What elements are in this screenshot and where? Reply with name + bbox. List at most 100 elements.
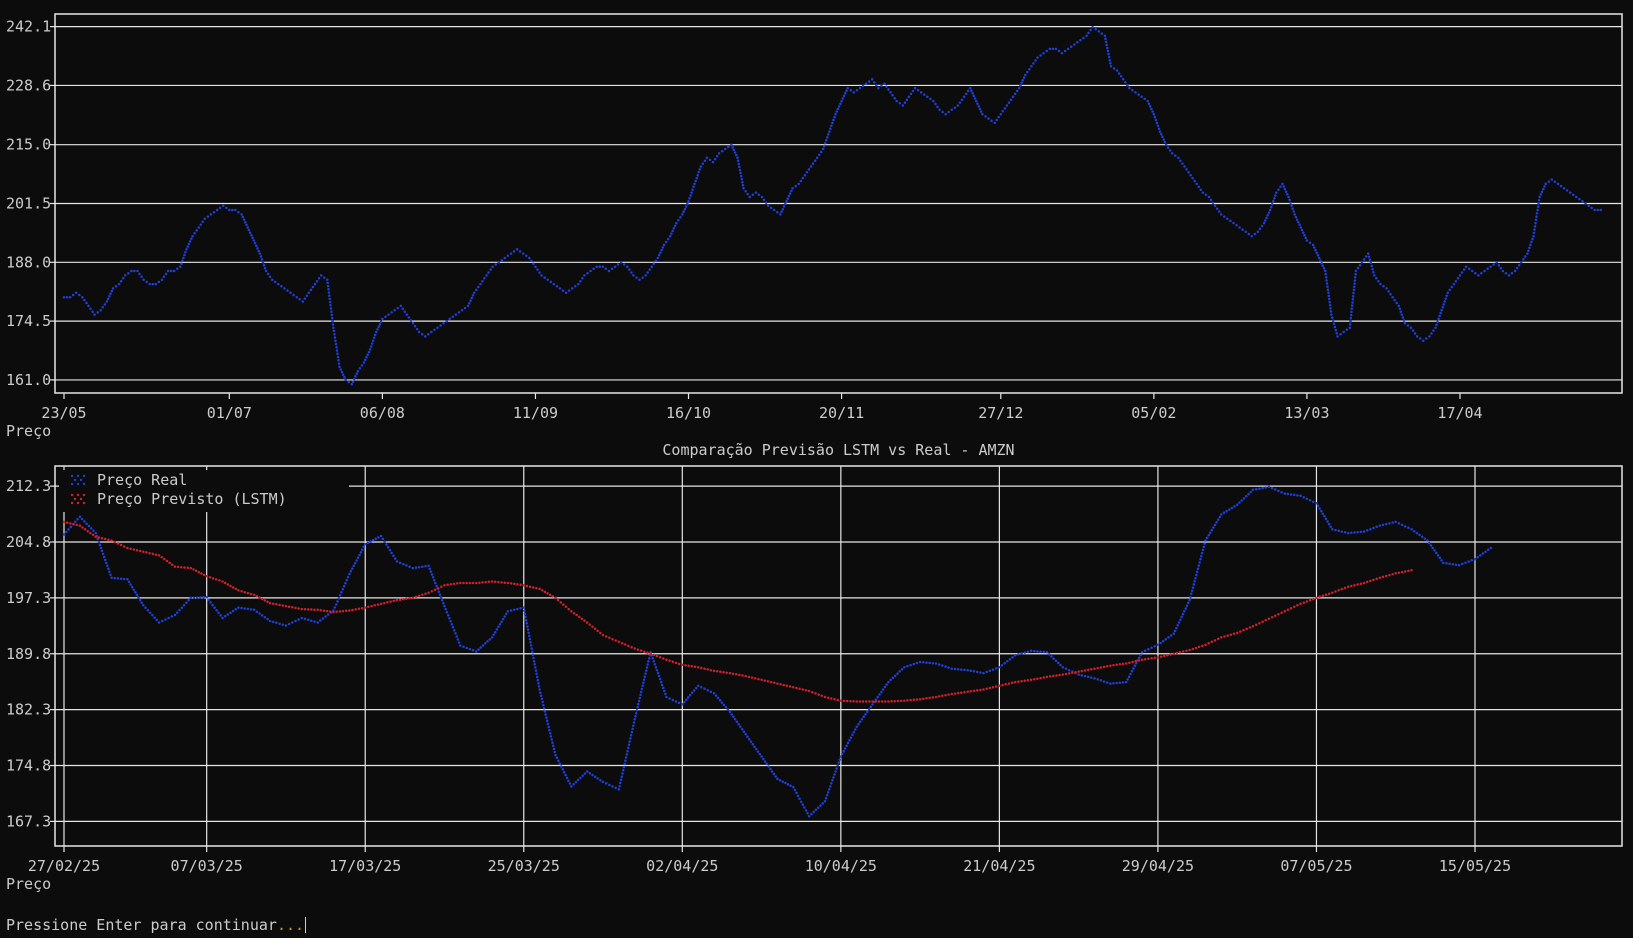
data-point: [796, 794, 800, 798]
data-point: [183, 253, 186, 257]
data-point: [1251, 488, 1255, 492]
data-point: [1373, 274, 1376, 277]
data-point: [454, 632, 457, 635]
x-tick-label: 17/04: [1437, 404, 1482, 422]
data-point: [1026, 650, 1030, 653]
data-point: [1529, 243, 1532, 247]
data-point: [272, 602, 275, 605]
data-point: [74, 520, 77, 524]
data-point: [1399, 310, 1403, 313]
data-point: [366, 353, 369, 356]
data-point: [713, 157, 717, 161]
data-point: [813, 159, 817, 162]
data-point: [757, 193, 761, 197]
data-point: [1164, 637, 1168, 641]
data-point: [297, 607, 300, 610]
data-point: [449, 583, 453, 586]
data-point: [1069, 45, 1073, 48]
data-point: [1052, 674, 1055, 678]
data-point: [747, 675, 751, 679]
data-point: [344, 581, 347, 585]
data-point: [1420, 535, 1424, 539]
data-point: [836, 764, 839, 767]
data-point: [1011, 95, 1015, 99]
data-point: [703, 687, 706, 691]
data-point: [475, 288, 478, 292]
data-point: [1112, 663, 1115, 667]
data-point: [1207, 642, 1210, 645]
data-point: [1143, 97, 1146, 101]
data-point: [351, 380, 355, 383]
data-point: [733, 151, 737, 154]
data-point: [1187, 171, 1190, 174]
data-point: [478, 581, 481, 584]
data-point: [953, 667, 957, 671]
data-point: [1126, 83, 1129, 87]
data-point: [534, 666, 537, 669]
data-point: [393, 308, 396, 312]
data-point: [585, 621, 589, 624]
data-point: [817, 693, 820, 696]
data-point: [246, 591, 250, 595]
data-point: [1203, 542, 1206, 545]
data-point: [1395, 301, 1398, 305]
data-point: [369, 345, 373, 348]
data-point: [291, 621, 294, 624]
data-point: [530, 259, 533, 263]
data-point: [1565, 189, 1569, 192]
data-point: [145, 280, 148, 284]
data-point: [455, 582, 459, 585]
data-point: [1058, 673, 1061, 677]
data-point: [1163, 654, 1166, 658]
data-point: [92, 529, 95, 532]
data-point: [944, 665, 947, 668]
data-point: [229, 584, 232, 588]
y-tick-label: 167.3: [6, 812, 51, 830]
x-tick-label: 06/08: [360, 404, 405, 422]
data-point: [1064, 667, 1068, 670]
data-point: [720, 149, 724, 153]
data-point: [138, 549, 142, 553]
data-point: [119, 543, 123, 547]
data-point: [218, 206, 222, 210]
data-point: [94, 535, 97, 539]
data-point: [845, 744, 848, 748]
data-point: [535, 672, 538, 676]
data-point: [255, 610, 259, 613]
data-point: [325, 609, 329, 613]
data-point: [317, 277, 321, 280]
data-point: [344, 609, 348, 613]
data-point: [402, 597, 405, 601]
prompt-text: Pressione Enter para continuar: [6, 916, 277, 934]
data-point: [1050, 655, 1053, 658]
data-point: [403, 310, 407, 313]
data-point: [788, 192, 792, 195]
data-point: [96, 311, 99, 314]
data-point: [330, 310, 333, 313]
data-point: [654, 259, 658, 263]
data-point: [452, 582, 456, 586]
data-point: [962, 95, 966, 99]
data-point: [1428, 335, 1431, 338]
data-point: [1105, 43, 1108, 47]
data-point: [1436, 320, 1439, 324]
data-point: [1356, 530, 1359, 534]
data-point: [883, 700, 887, 703]
data-point: [348, 609, 351, 612]
data-point: [947, 693, 950, 696]
data-point: [381, 317, 384, 321]
data-point: [1115, 663, 1118, 667]
data-point: [956, 691, 960, 695]
data-point: [950, 108, 954, 112]
data-point: [681, 703, 684, 706]
data-point: [78, 524, 82, 527]
data-point: [310, 619, 313, 622]
data-point: [454, 313, 458, 316]
data-point: [842, 749, 845, 753]
data-point: [1137, 656, 1141, 659]
data-point: [1331, 528, 1334, 531]
data-point: [1042, 676, 1046, 679]
data-point: [330, 316, 334, 320]
data-point: [694, 686, 698, 690]
data-point: [247, 228, 251, 232]
